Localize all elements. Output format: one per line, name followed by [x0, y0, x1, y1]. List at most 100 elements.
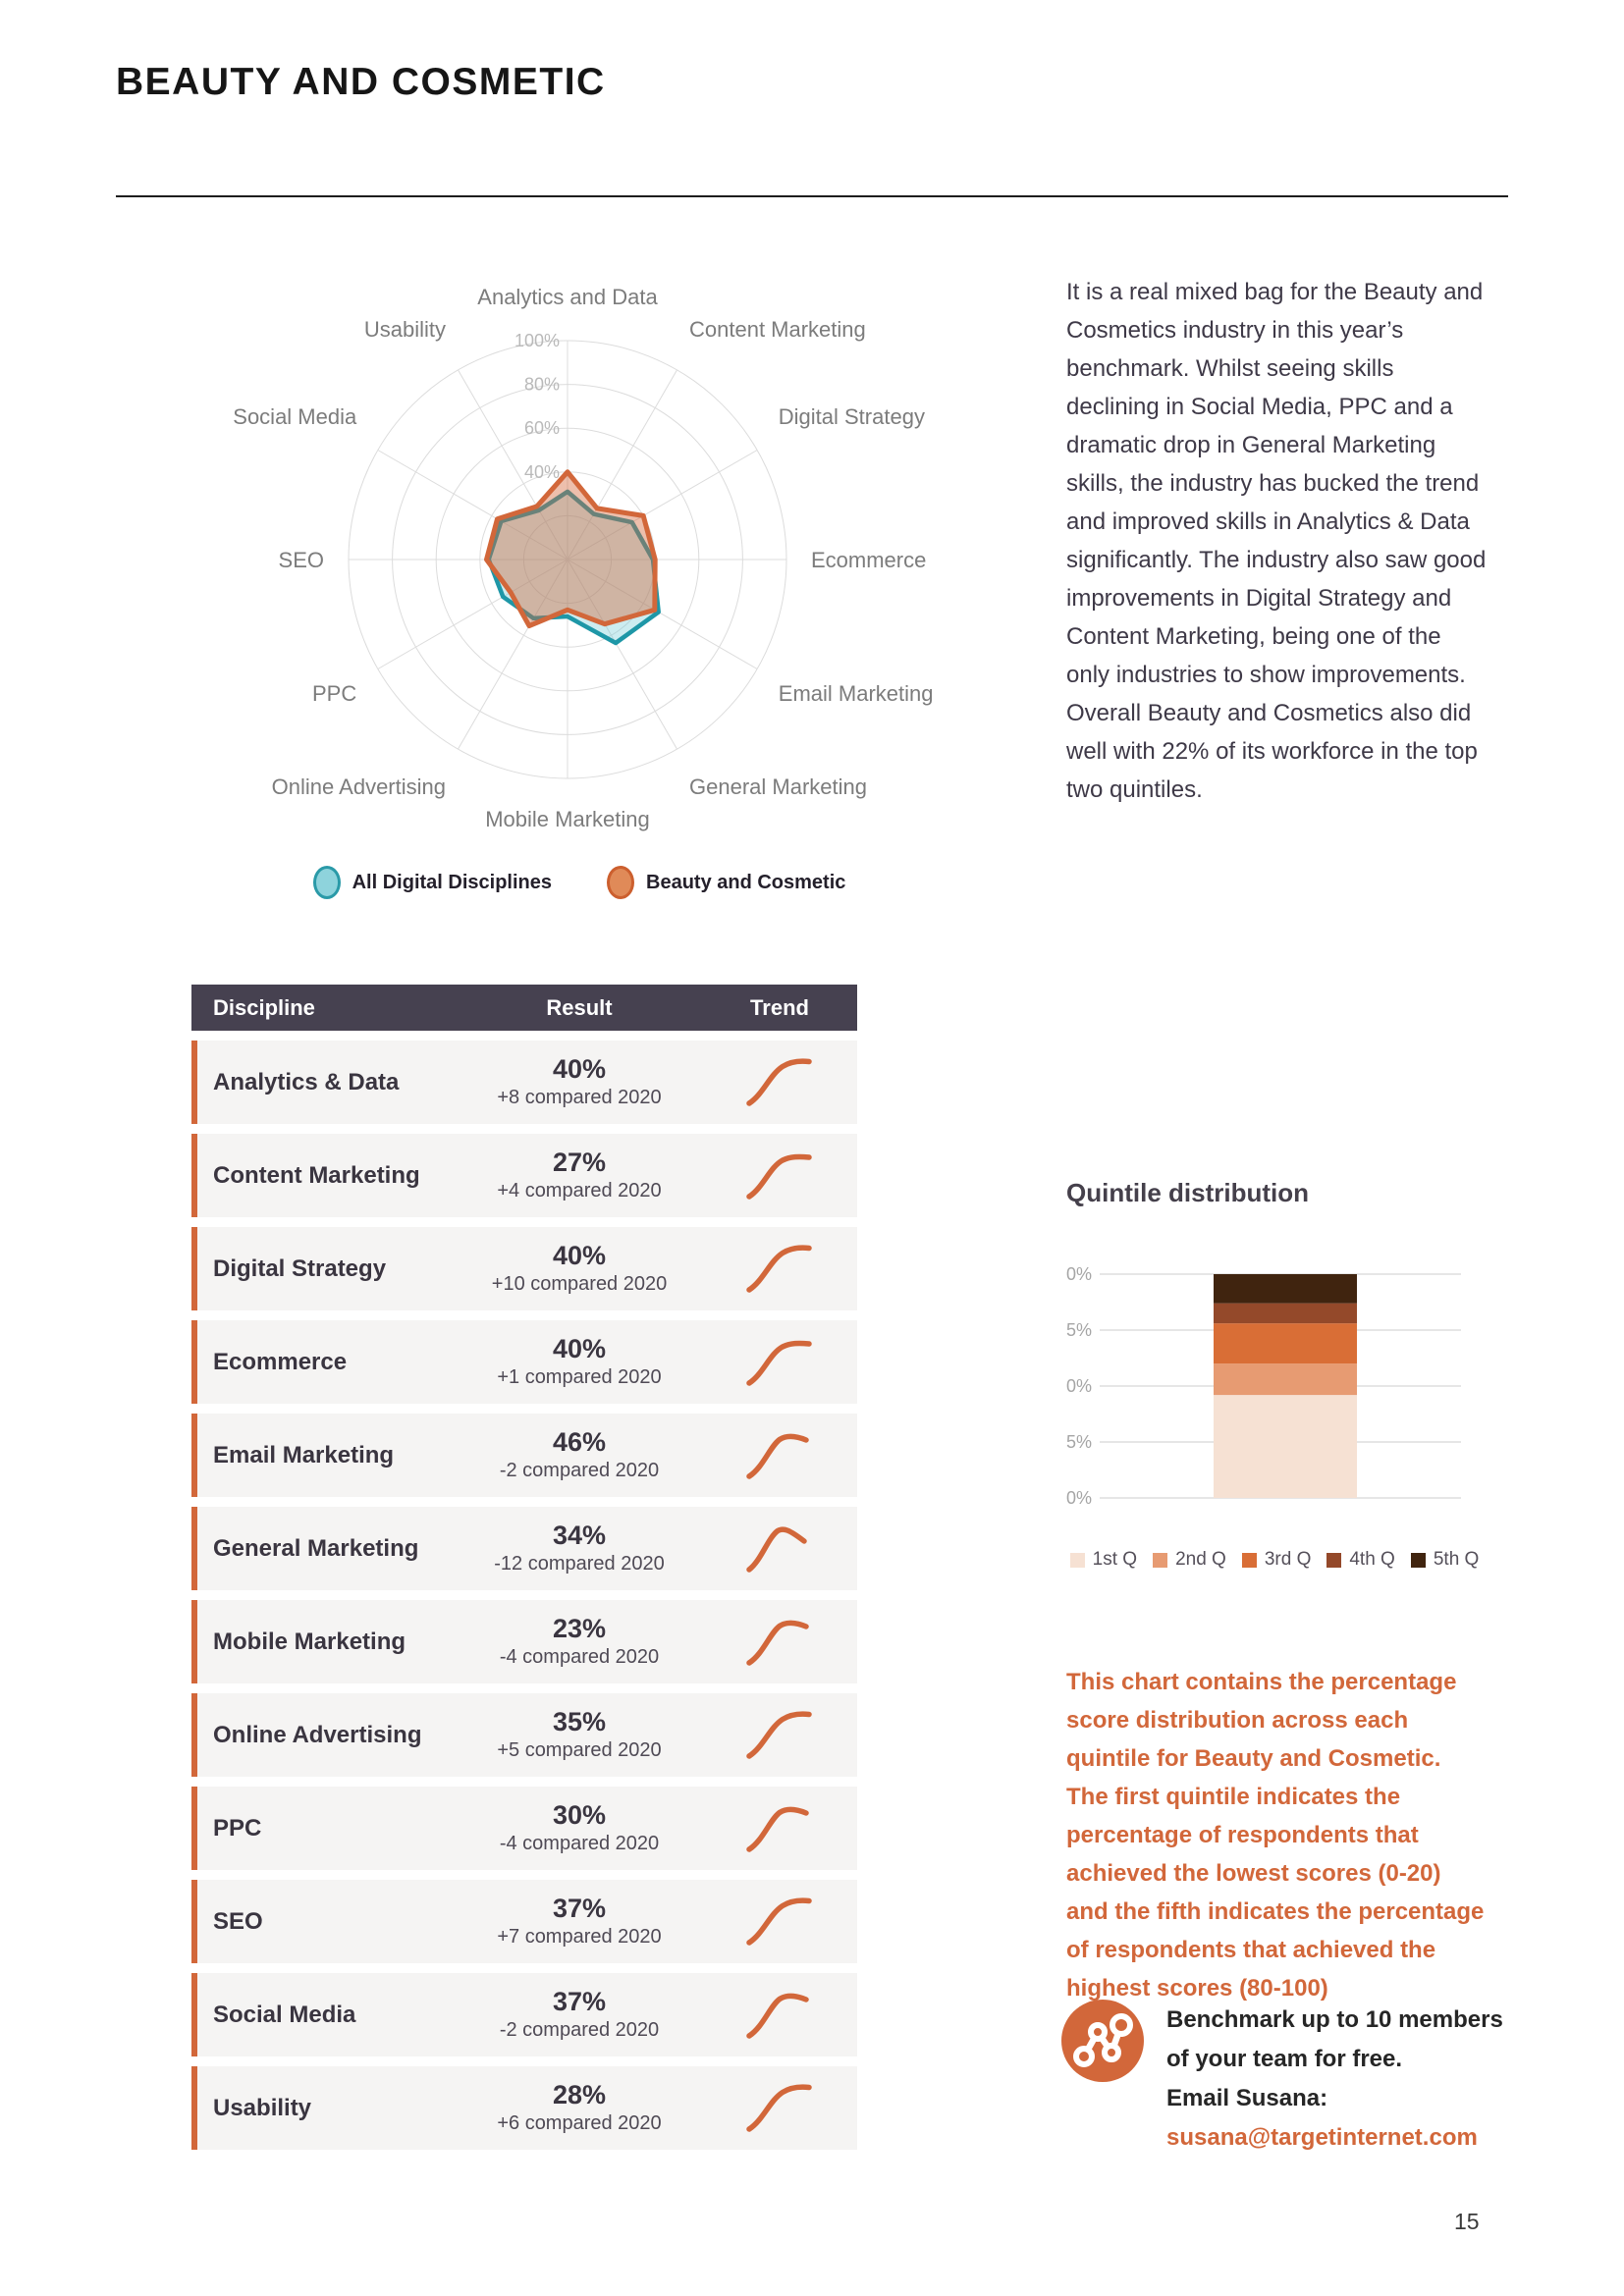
teal-legend-marker-icon: [312, 866, 341, 899]
quintile-segment-5th-q: [1214, 1274, 1357, 1304]
radar-chart: Analytics and Data Content Marketing Digit…: [118, 236, 1021, 874]
trend-cell: [702, 1334, 857, 1391]
trend-cell: [702, 1894, 857, 1950]
discipline-name: Ecommerce: [213, 1348, 348, 1375]
table-row: SEO 37% +7 compared 2020: [191, 1880, 857, 1963]
result-value: 27%: [552, 1147, 607, 1177]
email-link[interactable]: susana@targetinternet.com: [1166, 2124, 1478, 2151]
table-row: Analytics & Data 40% +8 compared 2020: [191, 1041, 857, 1124]
trend-sparkline-icon: [746, 1340, 812, 1386]
discipline-name: Social Media: [213, 2001, 356, 2028]
quintile-legend-label: 3rd Q: [1264, 1549, 1312, 1570]
quintile-axis-label: 50%: [1066, 1376, 1092, 1396]
quintile-swatch-icon: [1069, 1552, 1085, 1568]
radar-spoke: [567, 559, 677, 750]
radar-legend-label: All Digital Disciplines: [352, 871, 552, 893]
table-row: Mobile Marketing 23% -4 compared 2020: [191, 1600, 857, 1683]
table-row: Email Marketing 46% -2 compared 2020: [191, 1414, 857, 1497]
page-number: 15: [1454, 2209, 1480, 2234]
quintile-legend-item: 5th Q: [1410, 1549, 1480, 1571]
quintile-chart: 0% 25% 50% 75% 100%: [1066, 1264, 1461, 1508]
radar-svg: Analytics and Data Content Marketing Digit…: [233, 285, 933, 831]
radar-axis-label: Mobile Marketing: [485, 807, 650, 831]
discipline-name: General Marketing: [213, 1534, 419, 1562]
result-value: 40%: [552, 1053, 607, 1084]
table-row: Digital Strategy 40% +10 compared 2020: [191, 1227, 857, 1310]
result-value: 23%: [552, 1613, 607, 1643]
table-row: Content Marketing 27% +4 compared 2020: [191, 1134, 857, 1217]
table-body: Analytics & Data 40% +8 compared 2020 Conte…: [191, 1041, 857, 2150]
result-change: +6 compared 2020: [497, 2111, 662, 2134]
radar-tick-label: 100%: [514, 331, 560, 350]
radar-tick-label: 40%: [524, 462, 560, 482]
trend-cell: [702, 2080, 857, 2137]
trend-sparkline-icon: [746, 1057, 812, 1106]
quintile-swatch-icon: [1410, 1552, 1426, 1568]
trend-sparkline-icon: [746, 1710, 812, 1759]
result-value: 35%: [552, 1706, 607, 1736]
trend-sparkline-icon: [746, 1244, 812, 1293]
quintile-legend-label: 2nd Q: [1175, 1549, 1226, 1570]
col-header-trend: Trend: [750, 994, 809, 1020]
radar-axis-label: Usability: [364, 317, 446, 342]
discipline-name: Email Marketing: [213, 1441, 395, 1468]
discipline-name: Content Marketing: [213, 1161, 420, 1189]
page-title: BEAUTY AND COSMETIC: [116, 61, 606, 103]
result-cell: 30% -4 compared 2020: [457, 1800, 702, 1857]
result-change: +8 compared 2020: [497, 1086, 662, 1108]
result-cell: 46% -2 compared 2020: [457, 1427, 702, 1484]
trend-sparkline-icon: [746, 1153, 812, 1200]
result-value: 40%: [552, 1240, 607, 1270]
benchmark-cta: Benchmark up to 10 members of your team …: [1060, 1999, 1503, 2158]
result-cell: 40% +1 compared 2020: [457, 1334, 702, 1391]
trend-cell: [702, 1800, 857, 1857]
quintile-segment-2nd-q: [1214, 1363, 1357, 1396]
result-change: +5 compared 2020: [497, 1738, 662, 1761]
result-cell: 28% +6 compared 2020: [457, 2080, 702, 2137]
radar-axis-label: SEO: [279, 548, 324, 572]
discipline-name: Analytics & Data: [213, 1068, 400, 1095]
result-cell: 37% +7 compared 2020: [457, 1894, 702, 1950]
cta-line-3: Email Susana:: [1166, 2085, 1328, 2111]
result-value: 30%: [552, 1799, 607, 1830]
network-icon: [1061, 2000, 1144, 2082]
quintile-axis-label: 0%: [1066, 1488, 1092, 1508]
radar-axis-label: Social Media: [233, 404, 357, 429]
discipline-name: PPC: [213, 1814, 262, 1842]
quintile-legend-item: 1st Q: [1069, 1549, 1137, 1571]
result-cell: 23% -4 compared 2020: [457, 1614, 702, 1671]
result-change: +4 compared 2020: [497, 1179, 662, 1201]
trend-sparkline-icon: [746, 1525, 807, 1573]
result-value: 34%: [552, 1520, 607, 1550]
result-change: -4 compared 2020: [499, 1832, 660, 1854]
result-change: -2 compared 2020: [499, 1459, 660, 1481]
radar-spoke: [377, 559, 568, 669]
quintile-legend-label: 5th Q: [1433, 1549, 1480, 1570]
col-header-result: Result: [546, 994, 613, 1020]
table-row: Ecommerce 40% +1 compared 2020: [191, 1320, 857, 1404]
title-divider: [116, 195, 1508, 197]
quintile-legend-item: 4th Q: [1326, 1549, 1395, 1571]
radar-spoke: [567, 369, 677, 561]
result-change: -4 compared 2020: [499, 1645, 660, 1668]
table-header-row: Discipline Result Trend: [191, 985, 857, 1031]
result-value: 28%: [552, 2079, 607, 2109]
radar-axis-label: PPC: [312, 681, 356, 706]
discipline-name: Usability: [213, 2094, 312, 2121]
quintile-segment-1st-q: [1214, 1395, 1357, 1498]
result-change: -12 compared 2020: [494, 1552, 665, 1575]
trend-sparkline-icon: [746, 2083, 812, 2132]
radar-spoke: [567, 559, 758, 669]
result-cell: 27% +4 compared 2020: [457, 1148, 702, 1204]
result-change: +7 compared 2020: [497, 1925, 662, 1948]
quintile-legend-item: 2nd Q: [1153, 1549, 1226, 1571]
radar-legend-label: Beauty and Cosmetic: [646, 871, 846, 893]
discipline-name: Mobile Marketing: [213, 1628, 406, 1655]
radar-axis-label: Online Advertising: [272, 774, 446, 799]
quintile-axis-label: 100%: [1066, 1264, 1092, 1284]
trend-cell: [702, 1521, 857, 1577]
result-cell: 40% +8 compared 2020: [457, 1054, 702, 1111]
col-header-discipline: Discipline: [213, 994, 315, 1020]
result-value: 37%: [552, 1893, 607, 1923]
